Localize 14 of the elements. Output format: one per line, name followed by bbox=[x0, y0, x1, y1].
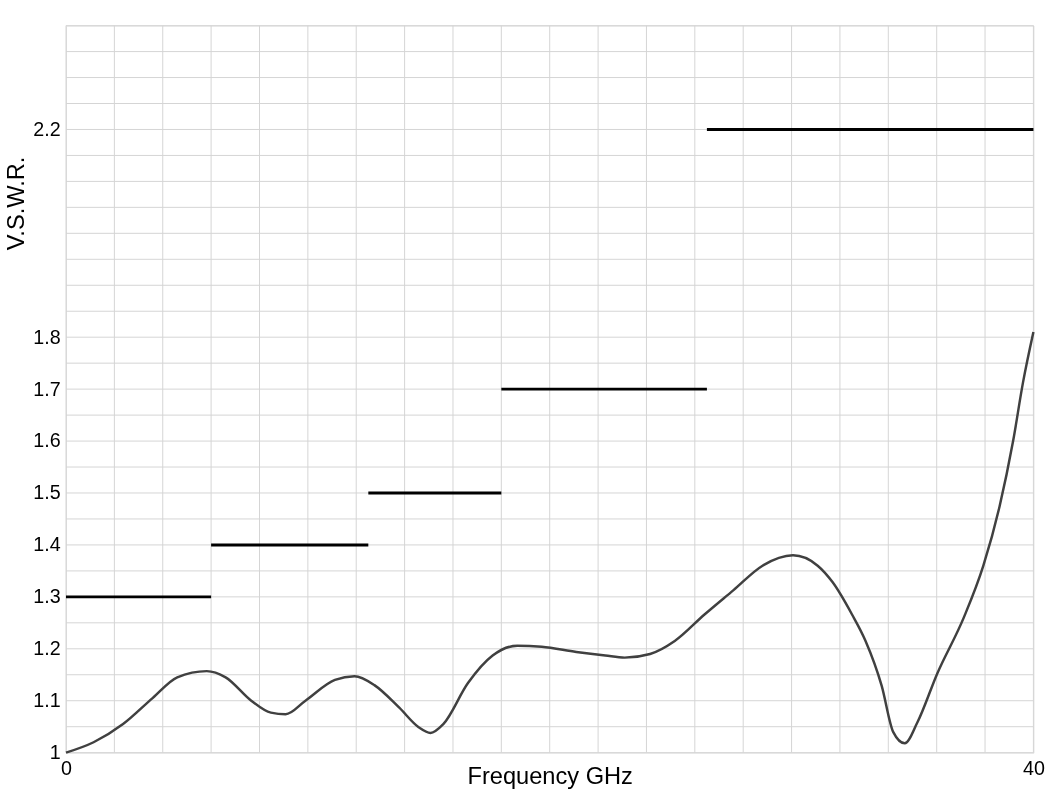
y-tick-label: 1.7 bbox=[33, 377, 61, 400]
y-tick-label: 1.4 bbox=[33, 533, 61, 556]
y-axis-title: V.S.W.R. bbox=[3, 156, 30, 251]
x-tick-label: 40 bbox=[1022, 756, 1045, 779]
x-tick-label: 0 bbox=[61, 756, 73, 779]
y-tick-label: 1.5 bbox=[33, 481, 61, 504]
x-axis-title: Frequency GHz bbox=[467, 762, 633, 789]
y-tick-label: 1.2 bbox=[33, 637, 61, 660]
y-tick-label: 1.8 bbox=[33, 325, 61, 348]
y-tick-label: 1.1 bbox=[33, 689, 61, 712]
y-tick-label: 1.6 bbox=[33, 429, 61, 452]
y-tick-label: 1 bbox=[49, 741, 61, 764]
y-tick-label: 2.2 bbox=[33, 117, 61, 140]
y-tick-label: 1.3 bbox=[33, 585, 61, 608]
